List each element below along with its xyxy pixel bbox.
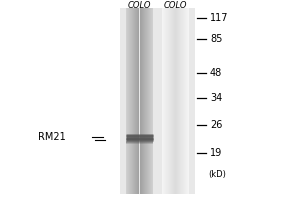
Text: 48: 48	[210, 68, 222, 78]
Text: COLO: COLO	[164, 0, 187, 9]
Text: 85: 85	[210, 34, 222, 44]
Text: COLO: COLO	[128, 0, 151, 9]
Text: 19: 19	[210, 148, 222, 158]
Text: (kD): (kD)	[208, 170, 226, 180]
Text: RM21: RM21	[38, 132, 66, 142]
Bar	[120, 8, 195, 194]
Text: 26: 26	[210, 120, 222, 130]
Text: 34: 34	[210, 93, 222, 103]
Text: 117: 117	[210, 13, 229, 23]
